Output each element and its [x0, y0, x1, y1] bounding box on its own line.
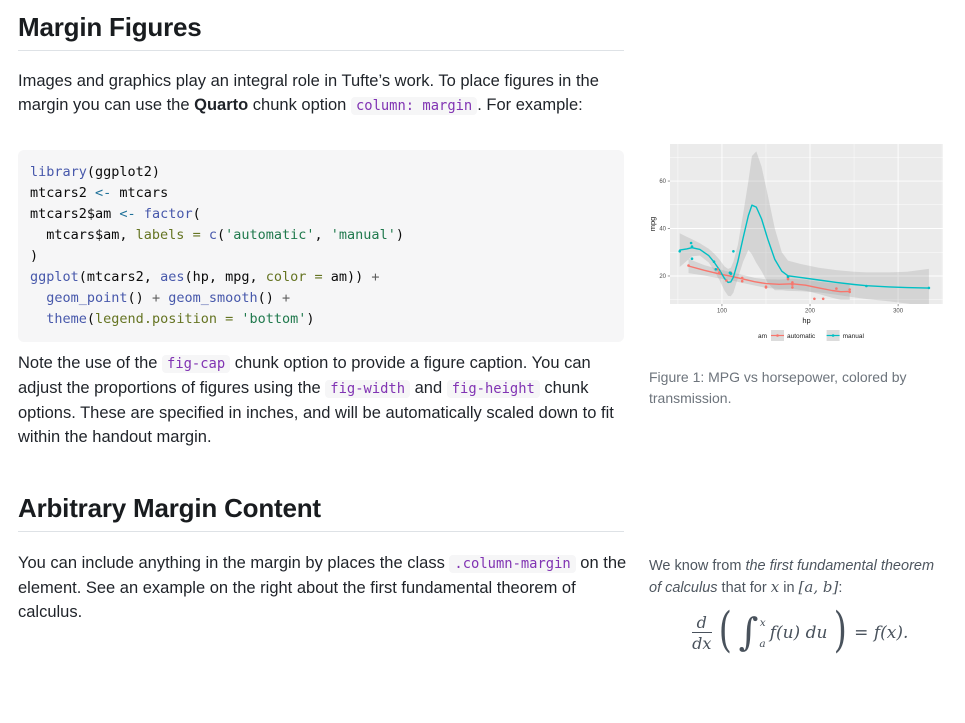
- legend-label: manual: [843, 333, 865, 340]
- svg-text:300: 300: [893, 309, 904, 315]
- inline-code: fig-cap: [162, 355, 231, 373]
- data-point: [821, 297, 825, 301]
- code-line: mtcars2 <- mtcars: [30, 185, 169, 201]
- data-point: [813, 297, 816, 301]
- data-point: [927, 286, 931, 290]
- confidence-band: [688, 258, 850, 300]
- margin-note: We know from the first fundamental theor…: [649, 556, 943, 654]
- data-point: [764, 286, 768, 289]
- margin-note-text: We know from the first fundamental theor…: [649, 558, 935, 596]
- code-line: mtcars$am, labels = c('automatic', 'manu…: [30, 227, 404, 243]
- data-point: [835, 287, 838, 290]
- code-line: mtcars2$am <- factor(: [30, 206, 201, 222]
- integrand: f(u) du: [769, 622, 828, 643]
- svg-text:20: 20: [659, 274, 666, 280]
- equals-rhs: = f(x).: [854, 622, 909, 643]
- math-formula: d dx ( ∫ x a f(u) du ) = f(x).: [649, 602, 943, 658]
- data-point: [716, 268, 719, 271]
- fig-options-paragraph: Note the use of the fig-cap chunk option…: [18, 354, 614, 446]
- data-point: [712, 260, 716, 263]
- code-line: library(ggplot2): [30, 164, 161, 180]
- svg-text:40: 40: [659, 227, 666, 233]
- data-point: [678, 250, 681, 253]
- data-point: [718, 271, 721, 274]
- code-line: ): [30, 248, 39, 264]
- data-point: [791, 281, 794, 284]
- data-point: [791, 283, 794, 286]
- plot-panel: [670, 144, 943, 304]
- code-line: ggplot(mtcars2, aes(hp, mpg, color = am)…: [30, 269, 380, 285]
- integral: ∫ x a: [738, 610, 766, 655]
- heading-arbitrary-margin-content: Arbitrary Margin Content: [18, 493, 321, 523]
- data-point: [848, 290, 851, 294]
- x-axis-title: hp: [802, 316, 810, 325]
- inline-code: fig-height: [446, 380, 540, 398]
- data-point: [690, 257, 694, 260]
- right-paren: ): [834, 602, 848, 658]
- code-line: theme(legend.position = 'bottom'): [46, 311, 315, 327]
- code-line: geom_point() + geom_smooth() +: [46, 290, 291, 306]
- data-point: [728, 271, 732, 274]
- figure-caption: Figure 1: MPG vs horsepower, colored by …: [649, 369, 907, 406]
- margin-figure: 100 200 300 20 40 60 hp mpg am automatic manual: [648, 142, 943, 348]
- data-point: [725, 279, 728, 282]
- smooth-line-automatic: [687, 265, 851, 293]
- heading-margin-figures: Margin Figures: [18, 12, 202, 42]
- data-point: [714, 268, 718, 271]
- margin-content-paragraph: You can include anything in the margin b…: [18, 554, 627, 621]
- smooth-line-manual: [679, 204, 930, 289]
- data-point: [865, 284, 868, 288]
- inline-code: fig-width: [325, 380, 411, 398]
- intro-paragraph: Images and graphics play an integral rol…: [18, 72, 599, 115]
- derivative-fraction: d dx: [691, 612, 712, 654]
- svg-text:100: 100: [717, 309, 728, 315]
- left-paren: (: [718, 602, 732, 658]
- legend-label: automatic: [787, 333, 816, 340]
- data-point: [740, 279, 744, 283]
- r-code-block: library(ggplot2) mtcars2 <- mtcars mtcars2…: [18, 150, 624, 342]
- data-point: [732, 250, 735, 253]
- data-point: [786, 275, 790, 278]
- section-divider: [18, 50, 624, 51]
- data-point: [791, 286, 794, 289]
- section-divider: [18, 531, 624, 532]
- inline-code: column: margin: [350, 97, 478, 115]
- confidence-band: [679, 151, 929, 304]
- svg-text:200: 200: [805, 309, 816, 315]
- data-point: [689, 241, 693, 245]
- data-point: [687, 264, 690, 267]
- inline-code: .column-margin: [449, 555, 576, 573]
- data-point: [690, 245, 694, 248]
- integral-sign: ∫: [738, 610, 759, 655]
- legend-title: am: [758, 333, 767, 340]
- data-point: [740, 276, 744, 280]
- y-axis-title: mpg: [648, 217, 657, 232]
- mpg-hp-plot: 100 200 300 20 40 60 hp mpg am automatic manual: [648, 144, 943, 341]
- data-point: [848, 288, 851, 291]
- svg-text:60: 60: [659, 179, 666, 185]
